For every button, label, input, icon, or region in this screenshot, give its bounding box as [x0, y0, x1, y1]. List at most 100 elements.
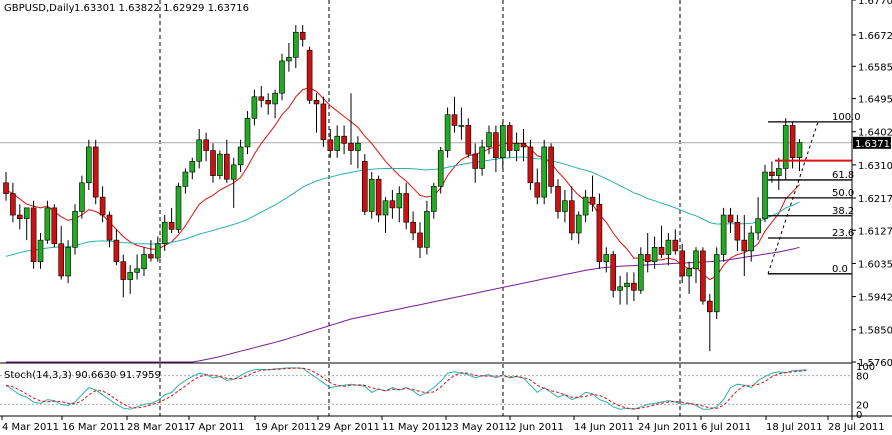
moving-average-mid [5, 156, 800, 257]
candle-body-bull [368, 178, 375, 212]
candle [210, 143, 216, 183]
candle [631, 272, 637, 302]
fib-level-label: 23.6 [832, 228, 854, 239]
candle-body-bull [762, 171, 768, 219]
candle [23, 207, 30, 241]
candle-body-bull [44, 207, 51, 241]
candle-body-bear [210, 150, 216, 176]
candle [541, 139, 548, 205]
candle-body-bear [375, 178, 382, 216]
candle-body-bear [361, 160, 368, 212]
candle [493, 125, 499, 173]
candle [727, 207, 734, 233]
fib-trend-line [767, 121, 819, 274]
candle-body-bear [568, 200, 575, 234]
candle [51, 204, 58, 248]
time-tick-label: 11 May 2011 [382, 422, 447, 433]
candle [161, 215, 168, 251]
candle-body-bull [244, 117, 251, 148]
candle-body-bear [679, 250, 686, 277]
candle-body-bear [451, 114, 458, 126]
candle-body-bear [700, 250, 706, 302]
candle [99, 186, 106, 223]
candle-body-bear [16, 214, 23, 219]
candle [734, 215, 741, 251]
current-price-label: 1.63716 [855, 139, 892, 150]
moving-average-layer [5, 87, 800, 363]
candle-body-bear [106, 214, 113, 241]
candle-body-bear [99, 196, 106, 216]
candle-body-bear [320, 103, 327, 141]
candle-body-bull [603, 254, 610, 262]
candle-body-bear [727, 214, 734, 223]
candle [348, 93, 354, 165]
candle-body-bear [113, 239, 120, 262]
fibonacci-retracement[interactable]: 100.0 61.8 50.0 38.2 23.6 0.0 [767, 112, 861, 275]
candle-body-bear [769, 171, 775, 176]
candle [106, 211, 113, 248]
candle [651, 236, 658, 269]
candle-body-bull [424, 211, 430, 248]
candle-body-bull [624, 282, 630, 288]
candle [175, 182, 182, 233]
candle [665, 232, 672, 266]
candle [403, 182, 410, 230]
candle [334, 125, 341, 158]
candle-body-bull [775, 168, 782, 176]
candle [762, 164, 768, 223]
candle-body-bull [541, 146, 548, 198]
candle-body-bull [479, 146, 485, 169]
candle [37, 232, 44, 269]
candle [644, 232, 651, 273]
candle-body-bull [279, 60, 285, 94]
candle-body-bull [430, 186, 437, 212]
candle [58, 225, 65, 280]
candle-body-bull [617, 286, 623, 291]
candle-body-bull [665, 239, 672, 255]
candle [327, 129, 334, 158]
candle [741, 215, 748, 276]
candle-body-bull [175, 186, 182, 230]
price-tick-label: 1.61275 [858, 226, 892, 237]
candle [451, 96, 458, 133]
candle-body-bull [693, 250, 699, 270]
candle-body-bear [631, 282, 637, 291]
candle-body-bear [258, 96, 265, 101]
candle [720, 207, 727, 262]
candle-body-bear [548, 146, 554, 187]
candle [196, 129, 202, 169]
candle [562, 189, 568, 223]
time-tick-label: 19 Apr 2011 [255, 422, 317, 433]
candle [410, 211, 416, 241]
candle-body-bull [782, 125, 789, 169]
candle [582, 189, 589, 223]
candle [610, 250, 617, 298]
time-tick-label: 28 Mar 2011 [127, 422, 190, 433]
candle [44, 200, 51, 244]
candle-body-bull [127, 272, 133, 280]
candle-body-bull [562, 200, 568, 212]
candle [306, 46, 313, 104]
candle-body-bull [79, 182, 85, 212]
candle [596, 193, 603, 269]
current-price-tag [853, 136, 891, 149]
candle-body-bull [230, 164, 237, 180]
candle-body-bear [644, 254, 651, 262]
price-tick-label: 1.60350 [858, 259, 892, 270]
candle-body-bull [513, 143, 520, 151]
price-tick-label: 1.62175 [858, 194, 892, 205]
fib-level-label: 0.0 [832, 264, 848, 275]
candle-body-bear [789, 125, 796, 159]
candle [230, 157, 237, 208]
candle-body-bear [10, 193, 16, 216]
candle-body-bear [403, 193, 410, 223]
chart-ohlc-readout: 1.63301 1.63822 1.62929 1.63716 [74, 3, 249, 14]
candle [168, 207, 175, 233]
stochastic-level-label: 0 [856, 410, 862, 421]
candle [389, 189, 396, 219]
candle [796, 139, 803, 171]
candle [617, 275, 623, 305]
candle [141, 247, 147, 276]
